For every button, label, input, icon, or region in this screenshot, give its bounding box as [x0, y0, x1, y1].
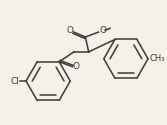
Text: CH₃: CH₃: [149, 54, 165, 63]
Text: O: O: [66, 26, 73, 35]
Text: Cl: Cl: [10, 76, 19, 86]
Text: O: O: [73, 62, 80, 71]
Text: O: O: [99, 26, 106, 35]
